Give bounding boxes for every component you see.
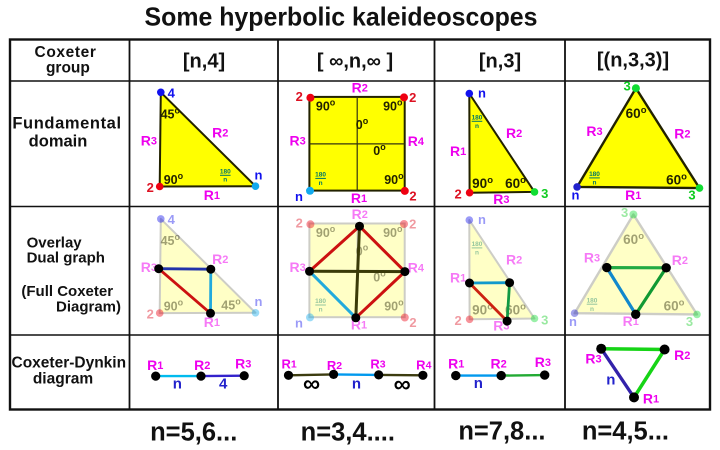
svg-text:R2: R2 — [194, 357, 210, 373]
svg-text:Fundamental: Fundamental — [12, 115, 121, 133]
svg-text:n: n — [474, 375, 483, 392]
svg-text:R1: R1 — [281, 357, 296, 372]
svg-text:(Full Coxeter: (Full Coxeter — [21, 283, 113, 300]
svg-text:[n,3]: [n,3] — [479, 51, 521, 73]
svg-text:R3: R3 — [535, 354, 551, 370]
svg-text:4: 4 — [219, 375, 228, 392]
svg-text:R2: R2 — [327, 358, 342, 373]
svg-text:[n,4]: [n,4] — [183, 51, 225, 73]
svg-text:Some hyperbolic kaleideoscopes: Some hyperbolic kaleideoscopes — [145, 2, 538, 32]
svg-text:R1: R1 — [147, 357, 163, 373]
svg-text:n=4,5...: n=4,5... — [582, 418, 669, 446]
svg-text:180: 180 — [220, 169, 231, 176]
svg-text:diagram: diagram — [33, 370, 93, 387]
svg-text:n: n — [223, 177, 227, 184]
svg-text:Dual graph: Dual graph — [27, 250, 105, 267]
svg-text:n: n — [173, 376, 182, 393]
svg-text:R1: R1 — [448, 355, 464, 371]
svg-text:n: n — [352, 376, 361, 393]
svg-text:R3: R3 — [370, 357, 385, 372]
svg-text:n=3,4....: n=3,4.... — [301, 418, 395, 446]
svg-text:[(n,3,3)]: [(n,3,3)] — [597, 50, 669, 72]
svg-text:R3: R3 — [585, 351, 601, 367]
svg-text:group: group — [46, 60, 90, 77]
svg-text:Diagram): Diagram) — [56, 299, 121, 316]
svg-text:Coxeter: Coxeter — [35, 44, 97, 61]
svg-text:R1: R1 — [643, 391, 659, 407]
svg-text:Coxeter-Dynkin: Coxeter-Dynkin — [12, 355, 127, 372]
svg-text:∞: ∞ — [303, 371, 320, 398]
svg-text:R4: R4 — [416, 358, 431, 373]
svg-text:Overlay: Overlay — [27, 235, 83, 252]
svg-text:domain: domain — [29, 133, 88, 151]
svg-text:[ ∞,n,∞ ]: [ ∞,n,∞ ] — [317, 51, 393, 73]
svg-text:R2: R2 — [674, 347, 690, 363]
svg-text:∞: ∞ — [394, 371, 411, 398]
svg-text:n=5,6...: n=5,6... — [150, 418, 237, 446]
svg-text:n: n — [606, 371, 615, 388]
svg-text:R3: R3 — [235, 355, 251, 371]
svg-text:n=7,8...: n=7,8... — [458, 418, 545, 446]
svg-text:R2: R2 — [490, 355, 506, 371]
